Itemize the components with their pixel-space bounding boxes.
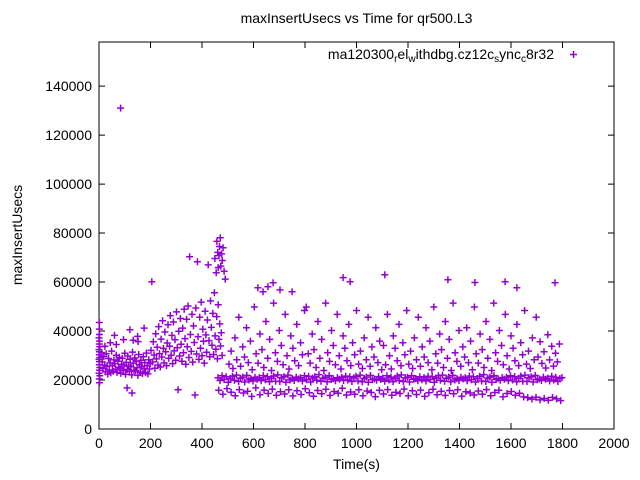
legend-label-segment: ma120300 [327, 46, 395, 62]
y-tick-label: 40000 [53, 323, 92, 339]
y-axis-label: maxInsertUsecs [9, 184, 25, 286]
x-tick-label: 1800 [547, 435, 578, 451]
legend-label: ma120300relwithdbg.cz12csyncc8r32 [327, 46, 554, 65]
y-tick-label: 0 [84, 421, 92, 437]
x-tick-label: 600 [242, 435, 266, 451]
legend-label-subscript: s [494, 54, 500, 65]
legend-label-segment: 8r32 [525, 46, 554, 62]
legend-marker-icon [570, 50, 577, 58]
legend-label-segment: ithdbg.cz12c [415, 46, 495, 62]
plot-border [98, 41, 615, 430]
data-points [95, 104, 566, 405]
y-tick-label: 120000 [45, 127, 92, 143]
y-tick-label: 80000 [53, 225, 92, 241]
x-tick-label: 800 [293, 435, 317, 451]
x-tick-label: 1000 [341, 435, 372, 451]
legend-label-subscript: r [394, 54, 398, 65]
chart-title: maxInsertUsecs vs Time for qr500.L3 [240, 10, 473, 26]
legend-label-segment: el [397, 46, 409, 62]
axis-ticks [98, 42, 615, 430]
x-axis-label: Time(s) [333, 456, 380, 472]
y-tick-label: 20000 [53, 372, 92, 388]
legend-label-segment: ync [499, 46, 521, 62]
x-tick-label: 0 [95, 435, 103, 451]
legend-label-subscript: c [520, 54, 526, 65]
x-tick-label: 1600 [495, 435, 526, 451]
y-tick-label: 140000 [45, 78, 92, 94]
y-tick-label: 60000 [53, 274, 92, 290]
legend: ma120300relwithdbg.cz12csyncc8r32 [327, 46, 581, 65]
x-tick-label: 400 [190, 435, 214, 451]
legend-label-subscript: w [408, 54, 416, 65]
plus-marker-icon [570, 50, 577, 58]
x-tick-label: 2000 [598, 435, 629, 451]
y-tick-label: 100000 [45, 176, 92, 192]
x-tick-label: 1400 [444, 435, 475, 451]
x-tick-label: 200 [139, 435, 163, 451]
x-tick-label: 1200 [392, 435, 423, 451]
